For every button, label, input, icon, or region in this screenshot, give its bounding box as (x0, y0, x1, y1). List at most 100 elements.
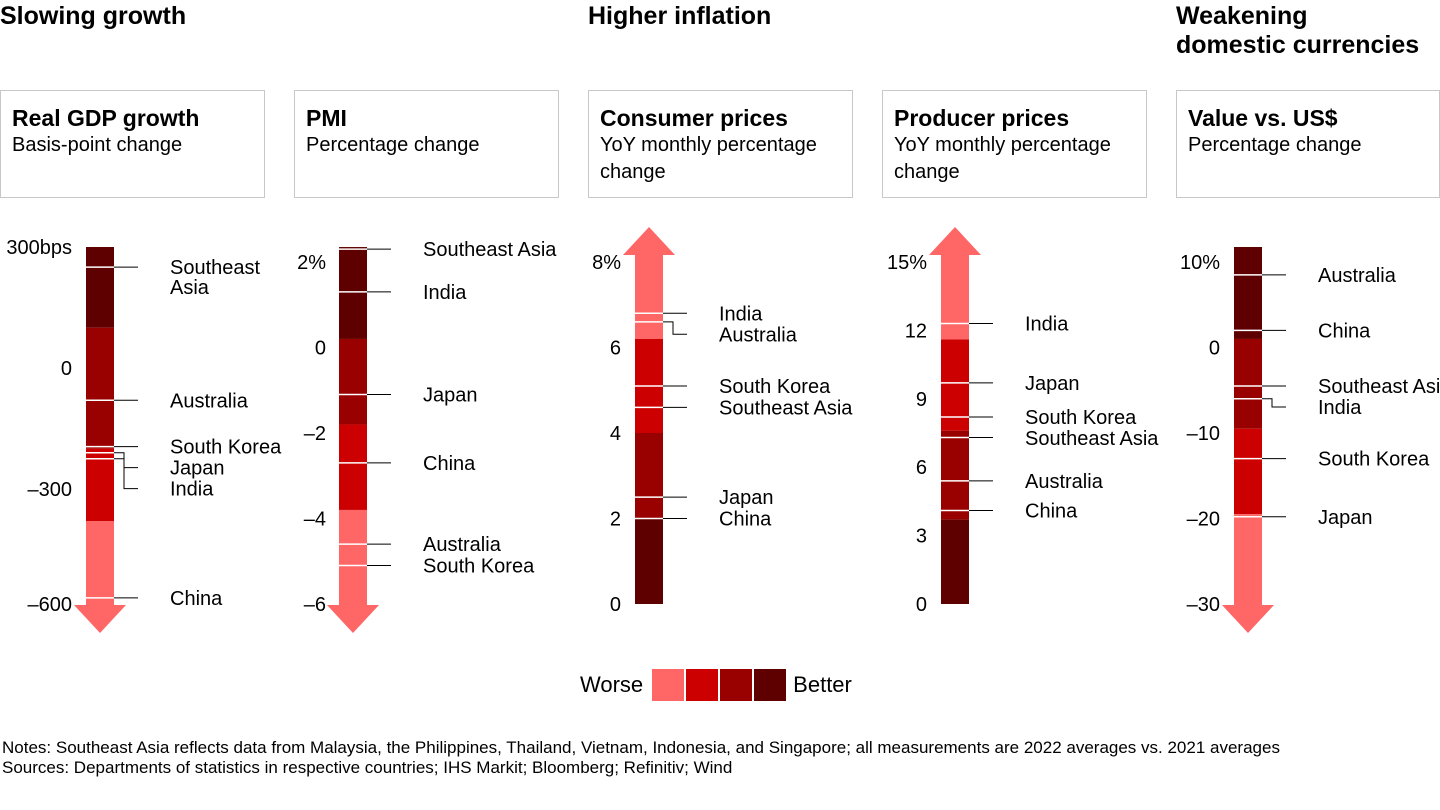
tick-label: 10% (1180, 252, 1220, 274)
legend-swatch-worse (652, 669, 685, 701)
tick-label: –10 (1187, 423, 1220, 445)
panel-title: PMI (306, 105, 347, 131)
section-title-line: Slowing growth (0, 2, 187, 30)
panel-subtitle: Percentage change (306, 134, 480, 156)
band-segment (635, 255, 663, 339)
band-segment (941, 430, 969, 520)
marker-label: India (1025, 314, 1069, 336)
tick-label: 0 (1209, 338, 1220, 360)
band-segment (1234, 247, 1262, 339)
notes-text: Notes: Southeast Asia reflects data from… (2, 738, 1280, 757)
legend-swatch-bad (686, 669, 719, 701)
marker-label: India (719, 303, 763, 325)
band-segment (339, 338, 367, 425)
panel-title: Producer prices (894, 105, 1070, 131)
marker-label: India (423, 282, 467, 304)
band-segment (339, 247, 367, 339)
marker-label: China (423, 453, 476, 475)
marker-label: China (1025, 501, 1078, 523)
marker-label: South Korea (719, 376, 831, 398)
panel-subtitle: Percentage change (1188, 134, 1362, 156)
band-segment (1234, 514, 1262, 605)
section-title-currencies: Weakening domestic currencies (1176, 2, 1419, 60)
tick-label: 12 (905, 320, 927, 342)
marker-label: China (170, 588, 223, 610)
legend: Worse Better (580, 669, 852, 701)
band-segment (941, 339, 969, 431)
tick-label: 9 (916, 389, 927, 411)
legend-swatch-good (720, 669, 753, 701)
tick-label: –4 (304, 509, 326, 531)
tick-label: –600 (28, 594, 73, 616)
marker-label: Australia (719, 324, 798, 346)
panel-subtitle: YoY monthly percentage change (894, 134, 1111, 183)
leader-line (114, 458, 138, 490)
marker-label: Southeast Asia (170, 257, 261, 299)
panel-subtitle: Basis-point change (12, 134, 183, 156)
tick-label: 300bps (6, 237, 72, 259)
band-segment (339, 509, 367, 605)
tick-label: 6 (610, 338, 621, 360)
marker-label: South Korea (1025, 407, 1137, 429)
section-title-line: domestic currencies (1176, 31, 1420, 59)
marker-label: Southeast Asia (719, 397, 853, 419)
leader-line (663, 321, 687, 335)
tick-label: 0 (916, 594, 927, 616)
marker-label: India (170, 479, 214, 501)
band-segment (941, 255, 969, 340)
marker-label: China (719, 509, 772, 531)
marker-label: South Korea (423, 556, 535, 578)
band-segment (86, 247, 114, 328)
sources-text: Sources: Departments of statistics in re… (2, 758, 733, 777)
band-segment (86, 448, 114, 522)
band-segment (1234, 428, 1262, 515)
marker-label: Japan (423, 385, 478, 407)
marker-label: Japan (1318, 507, 1373, 529)
tick-label: –20 (1187, 509, 1220, 531)
panel-title: Value vs. US$ (1188, 105, 1338, 131)
marker-label: Australia (1318, 265, 1397, 287)
marker-label: Southeast Asia (1025, 428, 1159, 450)
section-title-inflation: Higher inflation (588, 2, 771, 31)
marker-label: India (1318, 397, 1362, 419)
marker-label: Australia (423, 534, 502, 556)
marker-label: Japan (1025, 373, 1080, 395)
tick-label: 0 (610, 594, 621, 616)
marker-label: Australia (1025, 471, 1104, 493)
section-title-line: Higher inflation (588, 2, 772, 30)
tick-label: 0 (61, 358, 72, 380)
legend-swatch-better (754, 669, 787, 701)
footnotes: Notes: Southeast Asia reflects data from… (2, 738, 1372, 778)
band-segment (339, 424, 367, 510)
marker-label: Southeast Asia (423, 239, 557, 261)
panel-subtitle: YoY monthly percentage change (600, 134, 817, 183)
section-title-growth: Slowing growth (0, 2, 186, 31)
legend-better-label: Better (793, 672, 852, 697)
leader-line (1262, 398, 1286, 408)
marker-label: China (1318, 320, 1371, 342)
panel-title: Real GDP growth (12, 105, 200, 131)
band-segment (941, 519, 969, 604)
marker-label: South Korea (170, 437, 282, 459)
tick-label: 15% (887, 252, 927, 274)
tick-label: 2% (297, 252, 326, 274)
tick-label: 4 (610, 423, 621, 445)
tick-label: 3 (916, 526, 927, 548)
arrowhead-up (929, 227, 981, 255)
panel-header-pmi: PMI Percentage change (294, 90, 559, 198)
panel-header-producer-prices: Producer prices YoY monthly percentage c… (882, 90, 1147, 198)
arrowhead-down (327, 605, 379, 633)
tick-label: –300 (28, 479, 73, 501)
leader-line (114, 452, 138, 469)
arrowhead-down (74, 605, 126, 633)
marker-label: Japan (170, 458, 225, 480)
tick-label: 0 (315, 338, 326, 360)
marker-label: Australia (170, 390, 249, 412)
marker-label: Southeast Asia (1318, 376, 1440, 398)
tick-label: 2 (610, 509, 621, 531)
tick-label: 6 (916, 457, 927, 479)
legend-worse-label: Worse (580, 672, 644, 697)
panel-header-consumer-prices: Consumer prices YoY monthly percentage c… (588, 90, 853, 198)
tick-label: –2 (304, 423, 326, 445)
